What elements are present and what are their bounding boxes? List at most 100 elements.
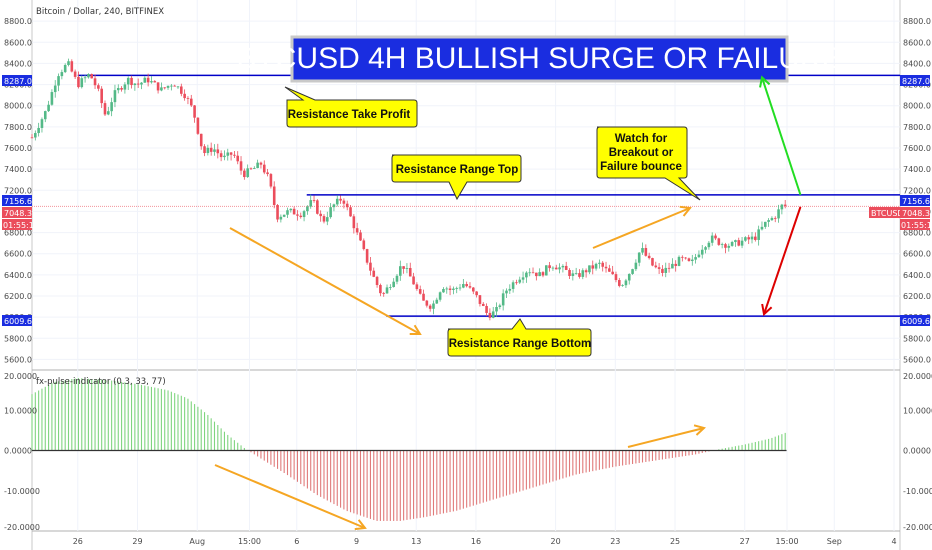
price-tick-right: 5800.0	[903, 334, 931, 343]
time-tick: 4	[891, 537, 896, 546]
candle-body	[77, 76, 80, 88]
candle-body	[372, 270, 376, 277]
candle-series	[30, 58, 787, 321]
price-tick-left: 7800.0	[4, 123, 32, 132]
candle-body	[67, 61, 70, 65]
candle-body	[395, 275, 399, 282]
candle-body	[326, 217, 329, 222]
tag-range-top-right: 7156.6	[902, 197, 930, 206]
candle-body	[657, 267, 661, 269]
candle-body	[272, 186, 276, 205]
candle-body	[279, 216, 283, 220]
candle-body	[47, 104, 50, 112]
candle-body	[617, 280, 621, 286]
candle-body	[342, 200, 346, 204]
candle-body	[349, 207, 352, 217]
candle-body	[438, 292, 442, 300]
candle-body	[707, 242, 711, 248]
candle-body	[256, 162, 259, 169]
candle-body	[60, 72, 64, 77]
candle-body	[73, 71, 77, 77]
arrow-price-down-shaft	[229, 227, 421, 335]
candle-body	[143, 77, 147, 83]
price-tick-right: 7800.0	[903, 123, 931, 132]
candle-body	[458, 287, 462, 289]
candle-body	[462, 284, 465, 288]
candle-body	[339, 198, 342, 201]
candle-body	[608, 268, 611, 272]
candle-body	[750, 236, 754, 240]
candle-body	[700, 249, 704, 255]
watch-label-line1: Watch for	[615, 133, 668, 145]
candle-body	[558, 267, 561, 270]
price-tick-right: 6200.0	[903, 292, 931, 301]
time-tick: 20	[550, 537, 560, 546]
arrow-pulse-up-shaft	[627, 427, 705, 448]
candle-body	[126, 77, 130, 85]
candle-body	[362, 240, 366, 250]
candle-body	[767, 220, 770, 222]
candle-body	[259, 162, 263, 165]
time-axis-ticks: 26 29 Aug 15:00 6 9 13 16 20 23 25 27 15:00 Sep 4	[73, 537, 897, 546]
candle-body	[611, 271, 614, 275]
arrow-price-down	[229, 227, 422, 336]
candle-body	[554, 267, 558, 270]
candle-body	[223, 155, 226, 158]
right-price-ticks: 5600.05800.06000.06200.06400.06600.06800…	[903, 17, 932, 532]
time-tick: 25	[670, 537, 680, 546]
candle-body	[760, 226, 764, 230]
price-tick-left: 8800.0	[4, 17, 32, 26]
callout-range-top: Resistance Range Top	[391, 154, 522, 201]
price-tick-right: 6600.0	[903, 250, 931, 259]
candle-body	[501, 293, 505, 306]
candle-body	[392, 281, 395, 288]
arrow-pulse-down	[214, 464, 367, 531]
callout-range-bottom: Resistance Range Bottom	[447, 318, 592, 357]
candle-body	[402, 266, 405, 269]
tag-take-profit-right-bg	[900, 75, 930, 86]
price-tick-left: 6800.0	[4, 229, 32, 238]
candle-body	[292, 208, 296, 215]
price-tick-left: 5600.0	[4, 355, 32, 364]
candle-body	[87, 74, 90, 78]
candle-body	[525, 272, 528, 278]
candle-body	[160, 87, 163, 91]
candle-body	[714, 235, 717, 239]
candle-body	[535, 272, 538, 277]
candle-body	[156, 82, 160, 91]
candle-body	[448, 288, 452, 290]
candle-body	[412, 276, 415, 285]
candle-body	[302, 211, 306, 218]
candle-body	[697, 254, 701, 258]
candle-body	[604, 266, 608, 269]
candle-body	[422, 293, 425, 301]
candle-body	[511, 282, 515, 289]
arrow-breakout-head	[759, 75, 771, 88]
candle-body	[369, 262, 372, 271]
candle-body	[379, 284, 382, 294]
candle-body	[146, 77, 150, 83]
tag-countdown-right-bg	[900, 219, 930, 230]
candle-body	[581, 270, 585, 277]
candle-body	[113, 90, 117, 103]
candle-body	[103, 103, 107, 115]
price-tick-right: 8400.0	[903, 59, 931, 68]
candle-body	[163, 87, 167, 89]
time-tick: 6	[294, 537, 299, 546]
candle-body	[481, 303, 485, 306]
candle-body	[176, 86, 180, 88]
callout-watch: Watch for Breakout or Failure bounce	[596, 126, 701, 201]
pulse-tick-right: -10.0000	[903, 487, 932, 496]
candle-body	[614, 274, 618, 281]
candle-body	[740, 240, 744, 246]
time-tick: 26	[73, 537, 83, 546]
indicator-label: fx-pulse-indicator (0.3, 33, 77)	[36, 377, 166, 387]
candle-body	[196, 117, 200, 134]
tag-symbol-right: BTCUSD	[871, 209, 904, 218]
arrow-failure-shaft	[763, 206, 802, 315]
candle-body	[70, 61, 74, 72]
candle-body	[34, 133, 37, 138]
price-tick-right: 7600.0	[903, 144, 931, 153]
candle-body	[485, 305, 488, 313]
